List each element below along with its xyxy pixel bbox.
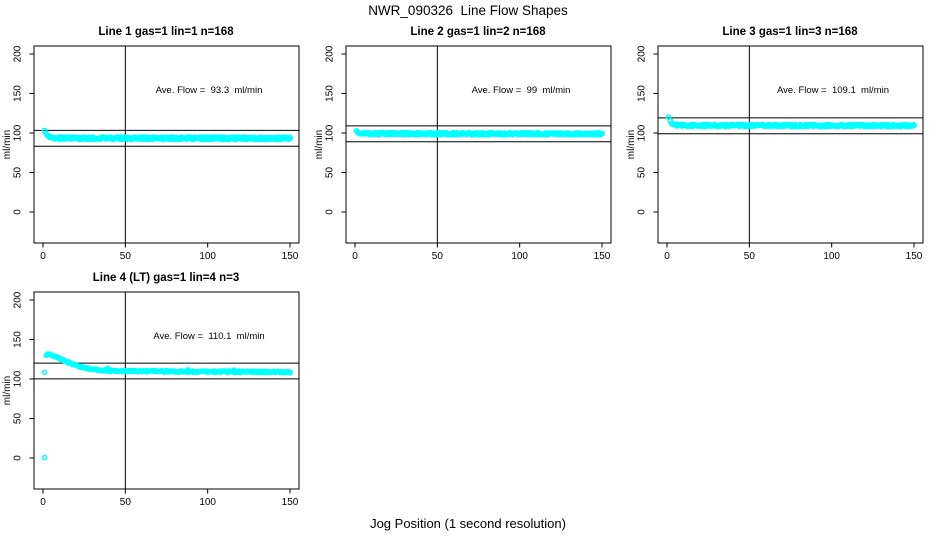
y-tick-label: 150	[13, 331, 24, 348]
data-points	[41, 127, 293, 143]
x-axis: 0 50 100 150	[40, 243, 299, 262]
x-tick-label: 0	[352, 251, 358, 262]
y-axis: 0 50 100 150 200	[325, 45, 346, 215]
y-tick-label: 50	[325, 167, 336, 179]
data-point	[185, 366, 191, 373]
x-tick-label: 150	[282, 497, 299, 508]
plot-box	[657, 45, 924, 244]
y-tick-label: 0	[13, 455, 24, 461]
y-tick-label: 0	[637, 209, 648, 215]
data-point	[599, 130, 605, 137]
panel-title: Line 1 gas=1 lin=1 n=168	[98, 26, 234, 38]
x-tick-label: 0	[40, 251, 46, 262]
x-tick-label: 50	[120, 251, 132, 262]
plot-box	[33, 45, 300, 244]
x-tick-label: 0	[40, 497, 46, 508]
y-tick-label: 100	[637, 124, 648, 141]
x-tick-label: 50	[432, 251, 444, 262]
x-axis: 0 50 100 150	[40, 489, 299, 508]
ave-flow-annotation: Ave. Flow = 93.3 ml/min	[156, 85, 263, 96]
panel-1: Line 1 gas=1 lin=1 n=168 0 50 100 150 0 50 100 1…	[2, 26, 300, 262]
data-points	[353, 128, 605, 138]
figure-title: NWR_090326 Line Flow Shapes	[368, 3, 568, 18]
x-tick-label: 100	[199, 497, 216, 508]
y-tick-label: 100	[13, 124, 24, 141]
x-axis: 0 50 100 150	[664, 243, 923, 262]
y-tick-label: 200	[13, 291, 24, 308]
data-point	[287, 135, 293, 141]
y-tick-label: 0	[13, 209, 24, 215]
panel-4: Line 4 (LT) gas=1 lin=4 n=3 0 50 100 150 0 50 1…	[2, 272, 300, 508]
y-axis-label: ml/min	[626, 130, 637, 159]
panel-title: Line 3 gas=1 lin=3 n=168	[722, 26, 858, 38]
y-tick-label: 150	[325, 85, 336, 102]
y-axis: 0 50 100 150 200	[13, 45, 34, 215]
x-tick-label: 100	[511, 251, 528, 262]
panel-3: Line 3 gas=1 lin=3 n=168 0 50 100 150 0 50 100 1…	[626, 26, 924, 262]
y-tick-label: 50	[637, 167, 648, 179]
panel-title: Line 4 (LT) gas=1 lin=4 n=3	[93, 272, 239, 284]
y-axis-label: ml/min	[314, 130, 325, 159]
x-tick-label: 150	[282, 251, 299, 262]
panel-2: Line 2 gas=1 lin=2 n=168 0 50 100 150 0 50 100 1…	[314, 26, 612, 262]
plot-box	[33, 291, 300, 490]
y-tick-label: 200	[325, 45, 336, 62]
y-tick-label: 100	[325, 124, 336, 141]
y-tick-label: 150	[637, 85, 648, 102]
data-point	[231, 367, 237, 373]
y-tick-label: 150	[13, 85, 24, 102]
x-tick-label: 150	[594, 251, 611, 262]
data-points	[665, 114, 917, 130]
data-point	[41, 369, 48, 376]
ave-flow-annotation: Ave. Flow = 109.1 ml/min	[777, 85, 889, 96]
ave-flow-annotation: Ave. Flow = 110.1 ml/min	[153, 331, 264, 342]
x-axis: 0 50 100 150	[352, 243, 611, 262]
x-tick-label: 50	[744, 251, 756, 262]
data-point	[41, 454, 48, 461]
y-tick-label: 200	[637, 45, 648, 62]
x-tick-label: 150	[906, 251, 923, 262]
ave-flow-annotation: Ave. Flow = 99 ml/min	[472, 85, 571, 96]
figure-xlabel: Jog Position (1 second resolution)	[370, 516, 566, 531]
plot-box	[345, 45, 612, 244]
x-tick-label: 100	[199, 251, 216, 262]
panel-title: Line 2 gas=1 lin=2 n=168	[410, 26, 546, 38]
y-axis: 0 50 100 150 200	[13, 291, 34, 461]
data-point	[106, 366, 112, 372]
data-point	[287, 369, 293, 375]
x-tick-label: 100	[823, 251, 840, 262]
data-points	[41, 351, 293, 461]
data-point	[911, 122, 917, 128]
y-tick-label: 50	[13, 413, 24, 425]
y-tick-label: 200	[13, 45, 24, 62]
y-axis-label: ml/min	[2, 376, 13, 405]
y-tick-label: 50	[13, 167, 24, 179]
y-axis-label: ml/min	[2, 130, 13, 159]
x-tick-label: 50	[120, 497, 132, 508]
y-axis: 0 50 100 150 200	[637, 45, 658, 215]
x-tick-label: 0	[664, 251, 670, 262]
y-tick-label: 0	[325, 209, 336, 215]
y-tick-label: 100	[13, 370, 24, 387]
